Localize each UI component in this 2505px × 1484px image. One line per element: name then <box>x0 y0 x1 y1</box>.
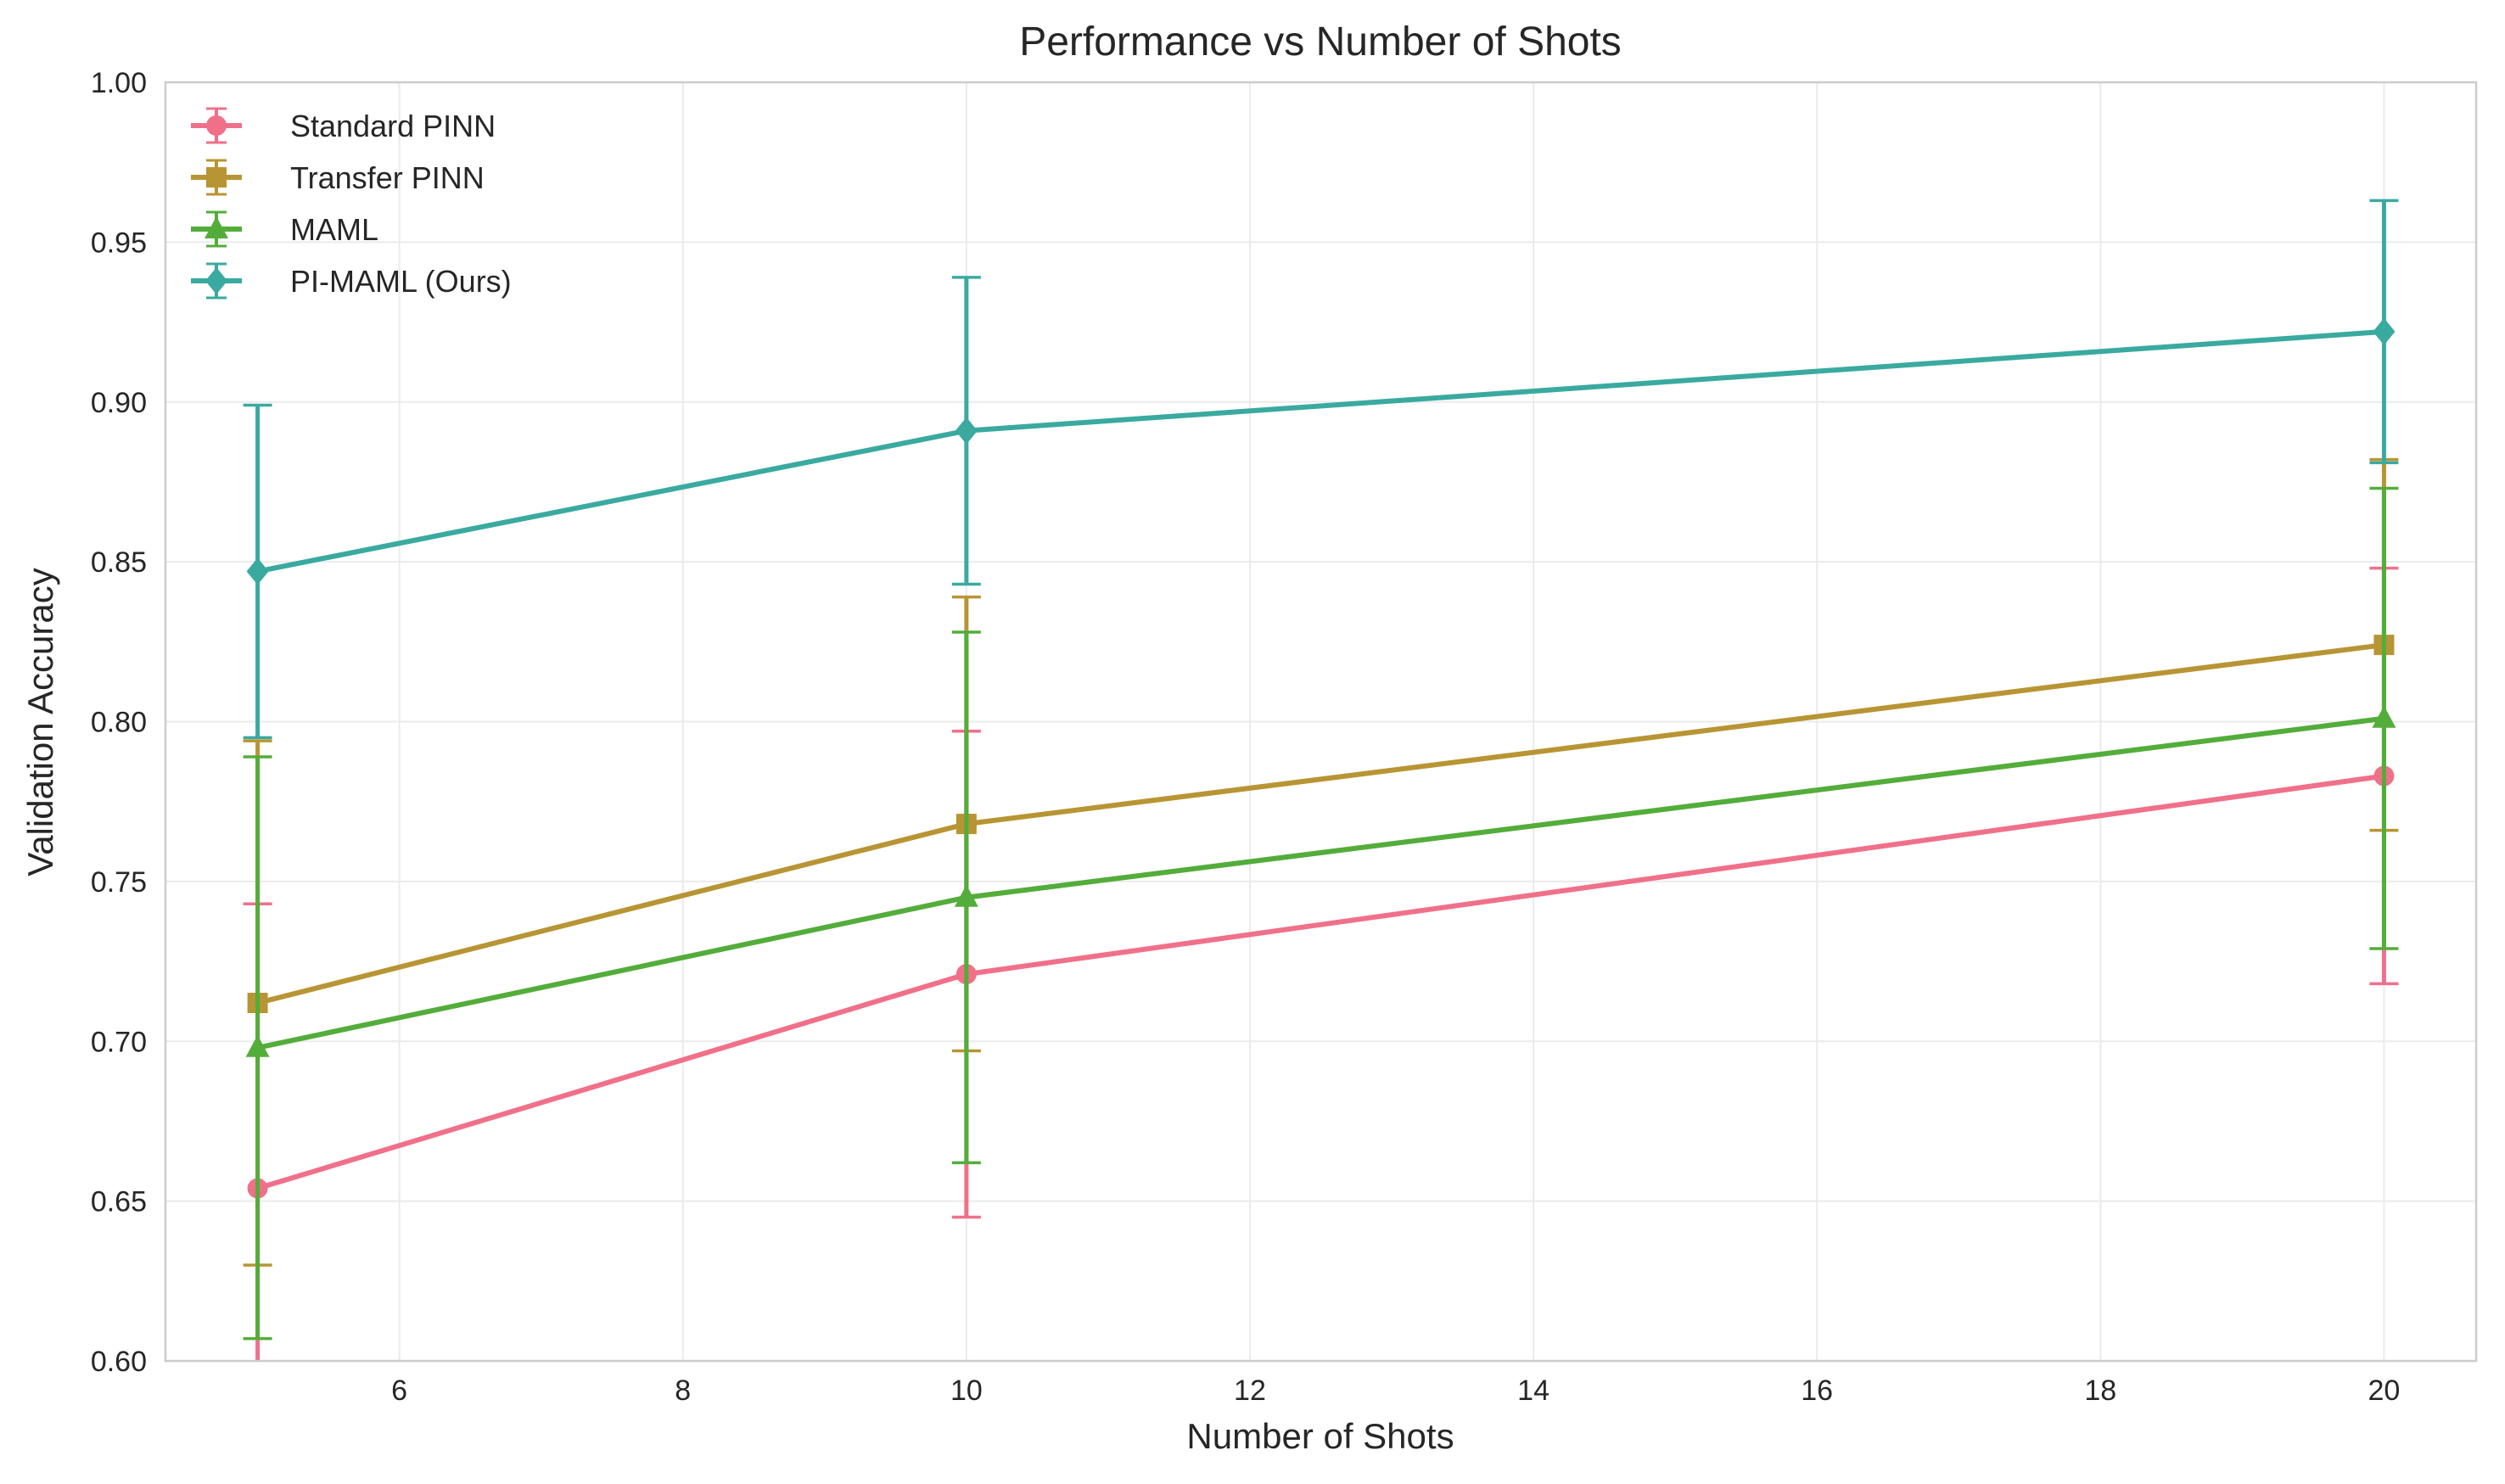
legend-item: Transfer PINN <box>191 159 485 196</box>
x-tick-label: 14 <box>1517 1375 1550 1407</box>
y-tick-label: 0.80 <box>91 707 147 739</box>
y-tick-label: 0.60 <box>91 1346 147 1378</box>
data-point <box>955 417 978 445</box>
y-tick-label: 1.00 <box>91 67 147 99</box>
y-axis-label: Validation Accuracy <box>20 568 60 876</box>
x-tick-label: 12 <box>1234 1375 1266 1407</box>
data-point <box>2372 705 2396 728</box>
x-tick-label: 10 <box>950 1375 983 1407</box>
x-tick-label: 8 <box>675 1375 691 1407</box>
legend-item: MAML <box>191 210 378 248</box>
x-tick-label: 20 <box>2368 1375 2401 1407</box>
series-2 <box>243 486 2399 1341</box>
chart-title: Performance vs Number of Shots <box>1019 20 1622 64</box>
legend-label: Standard PINN <box>290 109 496 143</box>
y-tick-label: 0.75 <box>91 866 147 899</box>
legend-label: PI-MAML (Ours) <box>290 264 512 299</box>
legend-item: Standard PINN <box>191 107 496 144</box>
series-layer <box>243 199 2399 1361</box>
legend: Standard PINN Transfer PINN MAML PI-MAML (O… <box>191 107 512 300</box>
data-point <box>2373 317 2396 345</box>
y-tick-label: 0.90 <box>91 387 147 419</box>
tick-labels: 6 8 10 12 14 16 18 20 0.60 0.65 0.70 0.75 0.80 0.85 0.… <box>91 67 2401 1407</box>
series-3 <box>243 199 2399 740</box>
y-tick-label: 0.85 <box>91 546 147 579</box>
y-tick-label: 0.95 <box>91 227 147 259</box>
x-tick-label: 18 <box>2084 1375 2116 1407</box>
x-tick-label: 16 <box>1801 1375 1833 1407</box>
x-axis-label: Number of Shots <box>1186 1416 1454 1456</box>
y-tick-label: 0.65 <box>91 1186 147 1218</box>
axes-frame <box>164 81 2478 1363</box>
y-tick-label: 0.70 <box>91 1026 147 1058</box>
data-point <box>245 1034 270 1057</box>
x-tick-label: 6 <box>391 1375 407 1407</box>
legend-marker <box>206 115 227 136</box>
legend-marker <box>206 167 227 188</box>
legend-item: PI-MAML (Ours) <box>191 262 512 300</box>
data-point <box>954 884 978 907</box>
legend-label: MAML <box>290 212 378 247</box>
legend-marker <box>205 267 227 294</box>
data-point <box>246 557 269 585</box>
legend-label: Transfer PINN <box>290 160 485 195</box>
legend-marker <box>205 216 228 238</box>
